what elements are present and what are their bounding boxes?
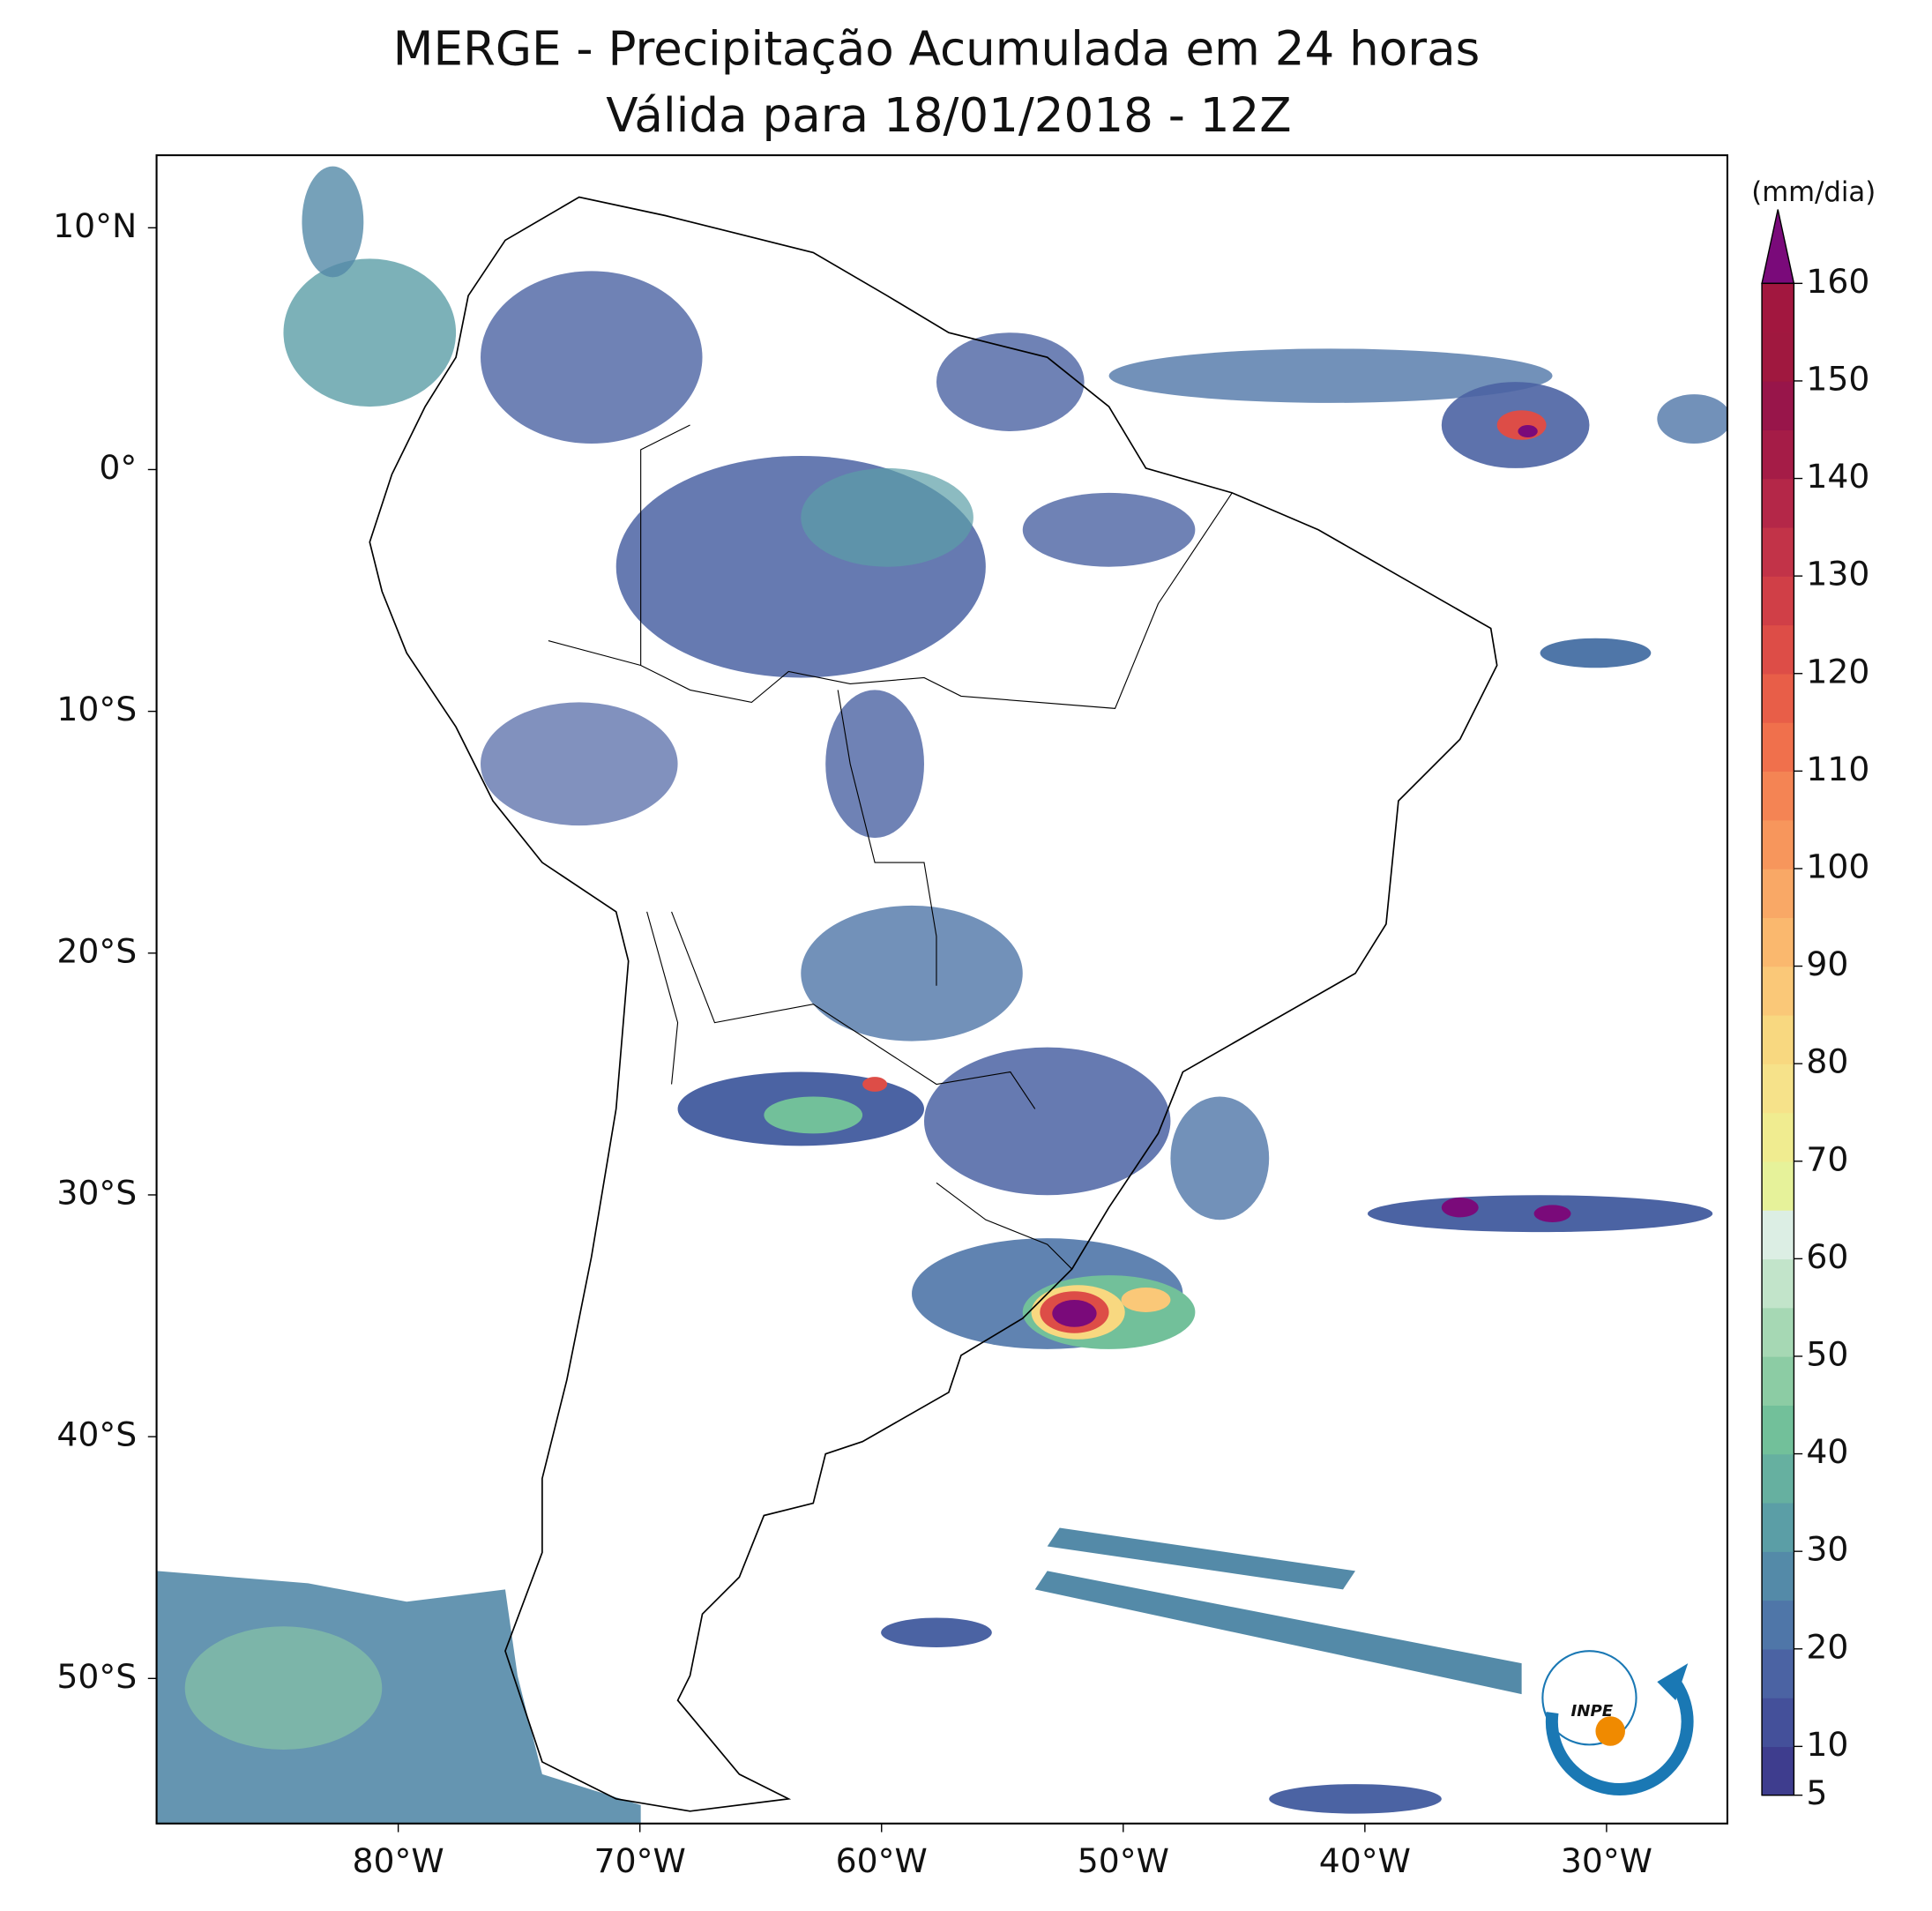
logo-text: INPE	[1571, 1702, 1614, 1721]
y-tick-label: 0°	[99, 448, 137, 487]
x-tick-label: 50°W	[1078, 1841, 1169, 1880]
colorbar-bin	[1762, 1648, 1794, 1698]
y-tick-label: 30°S	[56, 1173, 137, 1212]
colorbar-bin	[1762, 380, 1794, 430]
x-tick-label: 30°W	[1561, 1841, 1652, 1880]
colorbar-bin	[1762, 1210, 1794, 1260]
map-subtitle: Válida para 18/01/2018 - 12Z	[606, 88, 1291, 143]
colorbar-bin	[1762, 526, 1794, 577]
colorbar-bin	[1762, 1453, 1794, 1504]
colorbar-tick-label: 160	[1806, 262, 1869, 301]
colorbar-tick-label: 20	[1806, 1627, 1848, 1666]
colorbar-bin	[1762, 283, 1794, 333]
y-tick-label: 40°S	[56, 1415, 137, 1454]
colorbar-tick-label: 110	[1806, 750, 1869, 788]
colorbar-bin	[1762, 868, 1794, 918]
x-tick-label: 70°W	[594, 1841, 686, 1880]
x-tick-label: 60°W	[836, 1841, 928, 1880]
colorbar-bin	[1762, 1258, 1794, 1309]
colorbar-tick-label: 70	[1806, 1139, 1848, 1178]
colorbar-bin	[1762, 1551, 1794, 1601]
colorbar-bin	[1762, 1405, 1794, 1455]
colorbar-bin	[1762, 819, 1794, 870]
coastline	[369, 196, 1498, 1812]
colorbar-tick-label: 150	[1806, 359, 1869, 398]
colorbar-bin	[1762, 1112, 1794, 1162]
colorbar-bin	[1762, 1307, 1794, 1357]
colorbar-tick-label: 40	[1806, 1432, 1848, 1471]
colorbar-bin	[1762, 1355, 1794, 1406]
y-tick-label: 10°N	[53, 206, 137, 245]
map-title: MERGE - Precipitação Acumulada em 24 hor…	[393, 21, 1481, 76]
colorbar-bin	[1762, 1746, 1794, 1796]
colorbar-tick-label: 130	[1806, 555, 1869, 593]
colorbar-bin	[1762, 917, 1794, 967]
colorbar-tick-label: 80	[1806, 1042, 1848, 1081]
colorbar-tick-label: 140	[1806, 457, 1869, 496]
colorbar-bin	[1762, 1161, 1794, 1211]
colorbar-bin	[1762, 1064, 1794, 1114]
y-tick-label: 20°S	[56, 931, 137, 970]
map-frame	[155, 153, 1728, 1825]
colorbar-tick-label: 10	[1806, 1725, 1848, 1764]
colorbar-tick-label: 50	[1806, 1334, 1848, 1373]
colorbar-tick-label: 5	[1806, 1773, 1827, 1812]
colorbar-bin	[1762, 722, 1794, 773]
x-tick-label: 40°W	[1319, 1841, 1411, 1880]
colorbar-bin	[1762, 576, 1794, 626]
colorbar-bin	[1762, 1502, 1794, 1552]
x-tick-label: 80°W	[353, 1841, 444, 1880]
colorbar-frame	[1761, 282, 1795, 1796]
colorbar-tick-label: 30	[1806, 1530, 1848, 1569]
colorbar-tick-label: 120	[1806, 652, 1869, 690]
colorbar-tick-label: 100	[1806, 847, 1869, 885]
colorbar-bin	[1762, 332, 1794, 382]
colorbar-bin	[1762, 673, 1794, 723]
colorbar-tick-label: 90	[1806, 944, 1848, 983]
colorbar-bin	[1762, 478, 1794, 528]
colorbar-tick-label: 60	[1806, 1237, 1848, 1276]
colorbar-extend	[1761, 209, 1795, 285]
colorbar-bin	[1762, 966, 1794, 1016]
borders	[548, 424, 1233, 1270]
precipitation-field	[156, 166, 1727, 1824]
inpe-logo: INPE	[1541, 1650, 1694, 1795]
colorbar-bin	[1762, 1600, 1794, 1650]
colorbar-bin	[1762, 1014, 1794, 1064]
colorbar-bin	[1762, 771, 1794, 821]
colorbar-label: (mm/dia)	[1751, 176, 1876, 208]
y-tick-label: 10°S	[56, 690, 137, 728]
colorbar-bin	[1762, 429, 1794, 480]
colorbar-bin	[1762, 624, 1794, 675]
colorbar-bin	[1762, 1698, 1794, 1748]
y-tick-label: 50°S	[56, 1657, 137, 1696]
